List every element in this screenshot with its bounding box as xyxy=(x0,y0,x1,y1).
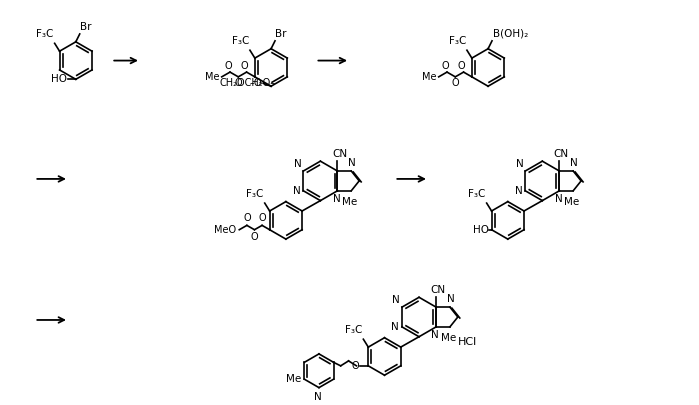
Text: N: N xyxy=(570,158,578,168)
Text: O: O xyxy=(240,61,248,71)
Text: N: N xyxy=(348,158,356,168)
Text: F₃C: F₃C xyxy=(449,36,466,46)
Text: Me: Me xyxy=(286,374,301,384)
Text: Me: Me xyxy=(422,72,437,82)
Text: N: N xyxy=(514,186,522,196)
Text: Me: Me xyxy=(564,197,579,207)
Text: O: O xyxy=(234,78,242,88)
Text: N: N xyxy=(447,294,455,304)
Text: –O: –O xyxy=(250,78,262,88)
Text: F₃C: F₃C xyxy=(231,36,249,46)
Text: O: O xyxy=(452,78,459,88)
Text: O: O xyxy=(251,232,258,242)
Text: N: N xyxy=(554,194,562,204)
Text: Br: Br xyxy=(275,29,287,39)
Text: O: O xyxy=(352,361,359,371)
Text: N: N xyxy=(391,322,399,332)
Text: N: N xyxy=(294,159,301,169)
Text: N: N xyxy=(293,186,301,196)
Text: B(OH)₂: B(OH)₂ xyxy=(493,29,528,39)
Text: O: O xyxy=(224,61,232,71)
Text: O: O xyxy=(441,61,449,71)
Text: F₃C: F₃C xyxy=(468,189,486,199)
Text: Me: Me xyxy=(343,197,358,207)
Text: Br: Br xyxy=(80,22,92,32)
Text: CN: CN xyxy=(332,149,347,159)
Text: N: N xyxy=(392,295,400,305)
Text: N: N xyxy=(333,194,340,204)
Text: CN: CN xyxy=(431,285,446,295)
Text: Me: Me xyxy=(206,72,219,82)
Text: HO: HO xyxy=(473,225,489,235)
Text: F₃C: F₃C xyxy=(36,29,54,39)
Text: MeO: MeO xyxy=(214,225,236,235)
Text: O: O xyxy=(243,213,251,224)
Text: Me: Me xyxy=(441,333,456,343)
Text: F₃C: F₃C xyxy=(345,325,362,335)
Text: O: O xyxy=(458,61,466,71)
Text: HO: HO xyxy=(51,74,67,84)
Text: CN: CN xyxy=(554,149,569,159)
Text: CH₂OCH₂O–: CH₂OCH₂O– xyxy=(219,78,276,88)
Text: N: N xyxy=(314,392,322,402)
Text: F₃C: F₃C xyxy=(246,189,264,199)
Text: N: N xyxy=(516,159,524,169)
Text: HCl: HCl xyxy=(458,337,477,347)
Text: O: O xyxy=(258,213,266,224)
Text: N: N xyxy=(431,330,439,340)
